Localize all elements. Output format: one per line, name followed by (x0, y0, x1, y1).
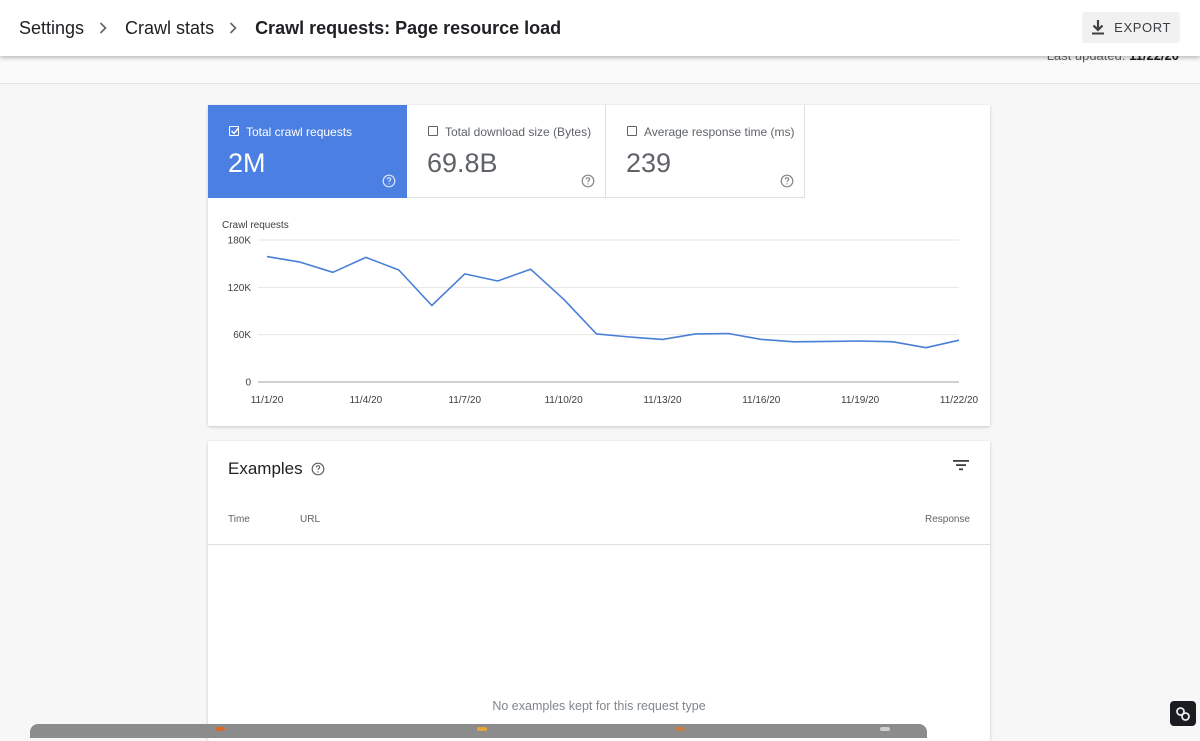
metric-average-response-time[interactable]: Average response time (ms) 239 (606, 105, 805, 198)
crawl-requests-line-chart: 0 60K 120K 180K 11/1/20 11/4/20 11/7/20 11/10/2… (228, 236, 979, 407)
empty-state-message: No examples kept for this request type (492, 699, 706, 713)
column-header-response[interactable]: Response (924, 514, 970, 525)
metric-total-crawl-requests[interactable]: Total crawl requests 2M (208, 105, 407, 198)
metric-label: Total crawl requests (246, 125, 353, 139)
x-tick-label: 11/7/20 (448, 395, 481, 406)
export-label: EXPORT (1114, 20, 1171, 35)
metric-label: Total download size (Bytes) (445, 125, 592, 139)
chart-title: Crawl requests (222, 220, 289, 231)
chevron-right-icon (226, 21, 240, 35)
metric-value: 69.8B (427, 148, 498, 178)
column-header-time[interactable]: Time (228, 514, 250, 525)
examples-title: Examples (228, 459, 303, 478)
chevron-right-icon (96, 21, 110, 35)
x-tick-label: 11/10/20 (544, 395, 583, 406)
divider (208, 544, 990, 545)
checkbox-unchecked-icon[interactable] (428, 126, 438, 136)
x-tick-label: 11/22/20 (940, 395, 979, 406)
column-header-url[interactable]: URL (300, 514, 321, 525)
help-icon[interactable] (382, 174, 396, 188)
link-icon[interactable] (1170, 701, 1196, 726)
y-tick-label: 120K (228, 283, 252, 294)
y-tick-label: 0 (245, 378, 251, 389)
help-icon[interactable] (311, 462, 325, 476)
app-indicator[interactable] (215, 727, 225, 731)
examples-card: Examples Time URL Response No examples k… (208, 441, 990, 741)
taskbar-dock (30, 724, 927, 738)
breadcrumb-settings[interactable]: Settings (19, 17, 85, 38)
x-tick-label: 11/1/20 (251, 395, 284, 406)
filter-icon[interactable] (952, 458, 970, 472)
y-tick-label: 60K (233, 330, 251, 341)
metric-total-download-size[interactable]: Total download size (Bytes) 69.8B (407, 105, 606, 198)
metric-value: 239 (626, 148, 672, 178)
metric-label: Average response time (ms) (644, 125, 795, 139)
sub-header: Last updated: 11/22/20 (0, 48, 1200, 84)
checkbox-unchecked-icon[interactable] (627, 126, 637, 136)
app-indicator[interactable] (880, 727, 890, 731)
help-icon[interactable] (581, 174, 595, 188)
checkbox-checked-icon[interactable] (229, 126, 240, 136)
series-line-crawl-requests[interactable] (266, 255, 960, 349)
download-icon (1092, 20, 1105, 35)
x-tick-label: 11/16/20 (742, 395, 781, 406)
export-button[interactable]: EXPORT (1082, 12, 1180, 43)
y-tick-label: 180K (228, 236, 252, 247)
app-indicator[interactable] (477, 727, 487, 731)
crawl-stats-chart-card: Total crawl requests 2M Total download s… (208, 105, 990, 426)
top-app-bar: Settings Crawl stats Crawl requests: Pag… (0, 0, 1200, 56)
page-title: Crawl requests: Page resource load (255, 17, 562, 38)
breadcrumb: Settings Crawl stats Crawl requests: Pag… (0, 18, 561, 39)
x-tick-label: 11/4/20 (350, 395, 383, 406)
x-tick-label: 11/19/20 (841, 395, 880, 406)
app-indicator[interactable] (675, 727, 685, 731)
help-icon[interactable] (780, 174, 794, 188)
x-tick-label: 11/13/20 (643, 395, 682, 406)
breadcrumb-crawl-stats[interactable]: Crawl stats (125, 17, 215, 38)
metric-value: 2M (228, 148, 266, 178)
